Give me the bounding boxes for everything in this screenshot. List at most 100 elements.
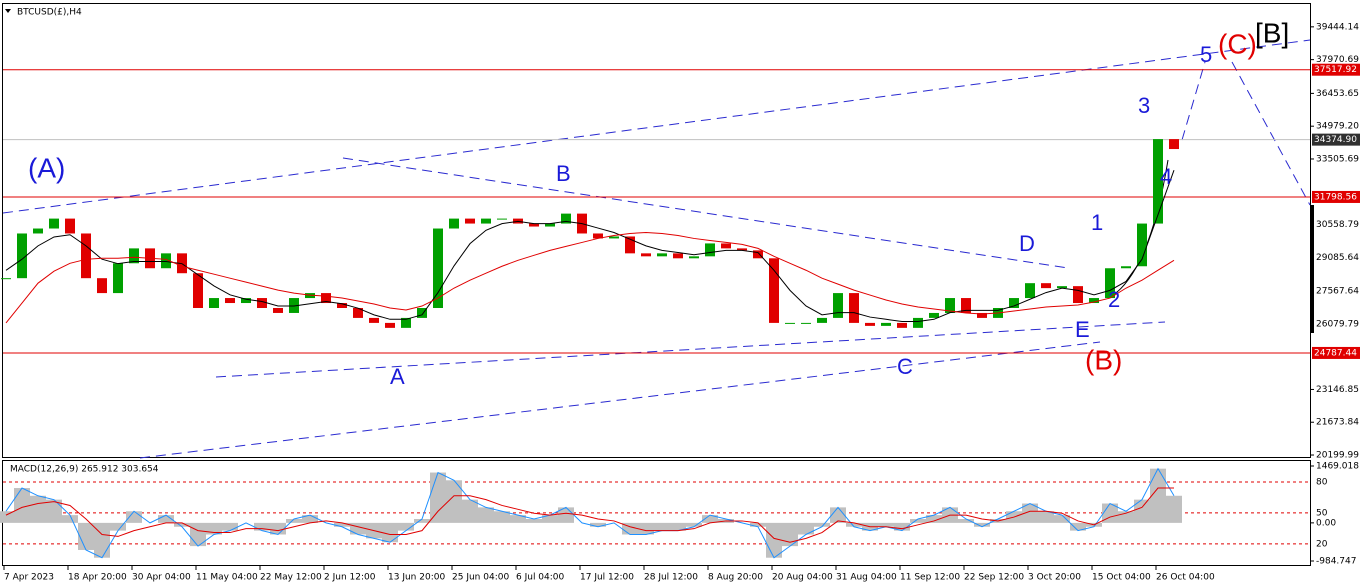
x-tick-label: 22 May 12:00 [260, 573, 322, 583]
candle [1009, 298, 1019, 308]
macd-bar [78, 522, 94, 550]
macd-bar [350, 522, 366, 535]
macd-bar [0, 511, 14, 523]
y-tick-label: 39444.14 [1316, 22, 1359, 32]
level-label: 50 [1316, 508, 1328, 518]
price-tag [1312, 63, 1360, 76]
candle [625, 236, 635, 254]
candle [1153, 139, 1163, 224]
macd-bar [286, 519, 302, 523]
wave-label: 2 [1108, 287, 1120, 312]
x-tick-label: 30 Apr 04:00 [132, 573, 191, 583]
x-tick-label: 22 Sep 12:00 [964, 573, 1024, 583]
macd-bar [430, 472, 446, 523]
macd-bar [830, 507, 846, 523]
price-pane [2, 3, 1311, 458]
candle [1025, 283, 1035, 299]
candle [961, 298, 971, 313]
macd-title: MACD(12,26,9) 265.912 303.654 [10, 465, 159, 475]
macd-bar [510, 515, 526, 523]
candle [1057, 286, 1067, 289]
wave-projection [1231, 61, 1311, 206]
candle [929, 312, 939, 318]
candle [561, 213, 571, 224]
y-tick-label: 37970.69 [1316, 55, 1359, 65]
x-tick-label: 11 May 04:00 [196, 573, 258, 583]
candle [497, 218, 507, 220]
candle [33, 228, 43, 234]
macd-bar [846, 522, 862, 527]
candle [353, 307, 363, 318]
candle [817, 317, 827, 323]
wave-label: 3 [1138, 93, 1150, 118]
candle [161, 253, 171, 269]
candle [753, 250, 763, 259]
macd-bar [1166, 495, 1182, 523]
macd-bar [1118, 511, 1134, 523]
candle [593, 233, 603, 239]
macd-bar [334, 522, 350, 527]
macd-bar [686, 522, 702, 527]
candle [1073, 286, 1083, 304]
candle [1105, 268, 1115, 299]
trend-line [139, 341, 1101, 459]
y-tick-label: -984.747 [1316, 557, 1356, 567]
candle [17, 233, 27, 279]
macd-bar [14, 488, 30, 523]
candle [849, 293, 859, 323]
macd-bar [174, 522, 190, 527]
y-tick-label: 36453.65 [1316, 89, 1359, 99]
x-tick-label: 11 Sep 12:00 [900, 573, 960, 583]
macd-bar [798, 522, 814, 535]
macd-bar [526, 519, 542, 523]
macd-bar [62, 515, 78, 523]
trend-line [2, 39, 1311, 214]
level-label: 80 [1316, 477, 1328, 487]
macd-bar [1038, 511, 1054, 523]
x-tick-label: 13 Jun 20:00 [388, 573, 445, 583]
candle [129, 248, 139, 264]
trend-line [215, 321, 1166, 378]
candle [689, 256, 699, 259]
candle [81, 233, 91, 279]
x-tick-label: 8 Aug 20:00 [708, 573, 763, 583]
macd-bar [590, 522, 606, 527]
y-tick-label: 26079.79 [1316, 320, 1359, 330]
level-label: 20 [1316, 539, 1328, 549]
range-bar [1311, 205, 1314, 333]
x-tick-label: 20 Aug 04:00 [772, 573, 833, 583]
candle [721, 243, 731, 249]
price-tag [1312, 190, 1360, 203]
y-tick-label: 21673.84 [1316, 418, 1359, 428]
price-tag-label: 34374.90 [1314, 135, 1357, 145]
wave-label: D [1019, 231, 1035, 256]
macd-bar [1102, 503, 1118, 523]
candle [881, 322, 891, 326]
wave-label: [B] [1255, 17, 1289, 48]
wave-label: (A) [28, 152, 65, 183]
macd-bar [910, 519, 926, 523]
x-tick-label: 26 Oct 04:00 [1156, 573, 1215, 583]
macd-bar [814, 522, 830, 527]
candle [769, 258, 779, 323]
wave-label: 1 [1091, 210, 1103, 235]
y-tick-label: 30558.79 [1316, 220, 1359, 230]
candle [273, 307, 283, 313]
y-tick-label: 29085.64 [1316, 253, 1359, 263]
candle [385, 322, 395, 328]
price-tag [1312, 346, 1360, 359]
candle [257, 298, 267, 308]
macd-bar [702, 515, 718, 523]
macd-bar [1070, 522, 1086, 531]
candle [1169, 139, 1179, 150]
candle [657, 253, 667, 257]
candle [433, 228, 443, 308]
price-tag-label: 24787.44 [1314, 348, 1357, 358]
macd-bar [110, 522, 126, 531]
wave-label: (B) [1085, 344, 1122, 375]
candle [401, 317, 411, 328]
macd-bar [446, 480, 462, 523]
candle [417, 307, 427, 318]
x-tick-label: 15 Oct 04:00 [1092, 573, 1151, 583]
